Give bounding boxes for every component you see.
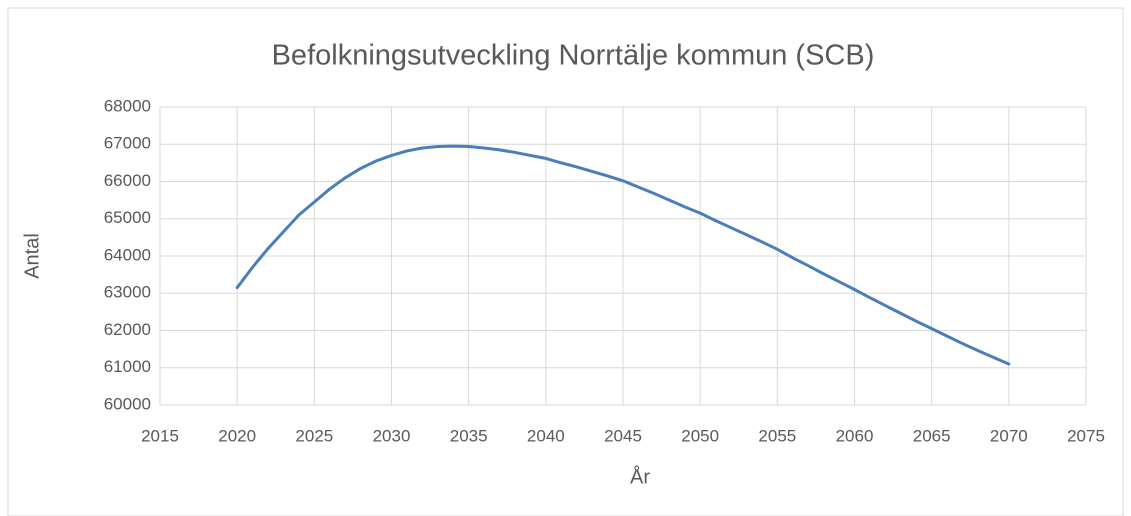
y-tick-label: 66000 [104, 171, 151, 190]
x-tick-label: 2075 [1067, 426, 1105, 445]
x-axis-label: År [630, 465, 650, 488]
x-tick-label: 2065 [913, 426, 951, 445]
y-tick-label: 68000 [104, 96, 151, 115]
y-tick-label: 63000 [104, 283, 151, 302]
x-tick-label: 2050 [681, 426, 719, 445]
y-tick-label: 65000 [104, 208, 151, 227]
y-tick-label: 64000 [104, 245, 151, 264]
x-tick-label: 2035 [450, 426, 488, 445]
x-tick-label: 2045 [604, 426, 642, 445]
x-tick-label: 2060 [836, 426, 874, 445]
y-tick-label: 61000 [104, 357, 151, 376]
x-tick-label: 2020 [218, 426, 256, 445]
x-tick-label: 2070 [990, 426, 1028, 445]
y-tick-label: 62000 [104, 320, 151, 339]
x-tick-label: 2025 [295, 426, 333, 445]
line-series [235, 144, 1011, 366]
y-tick-label: 60000 [104, 394, 151, 413]
x-tick-label: 2055 [758, 426, 796, 445]
y-axis-label: Antal [21, 233, 43, 279]
y-tick-label: 67000 [104, 134, 151, 153]
x-tick-label: 2040 [527, 426, 565, 445]
x-tick-label: 2030 [373, 426, 411, 445]
x-tick-label: 2015 [141, 426, 179, 445]
chart-frame [7, 7, 1124, 516]
chart-title: Befolkningsutveckling Norrtälje kommun (… [272, 40, 875, 72]
